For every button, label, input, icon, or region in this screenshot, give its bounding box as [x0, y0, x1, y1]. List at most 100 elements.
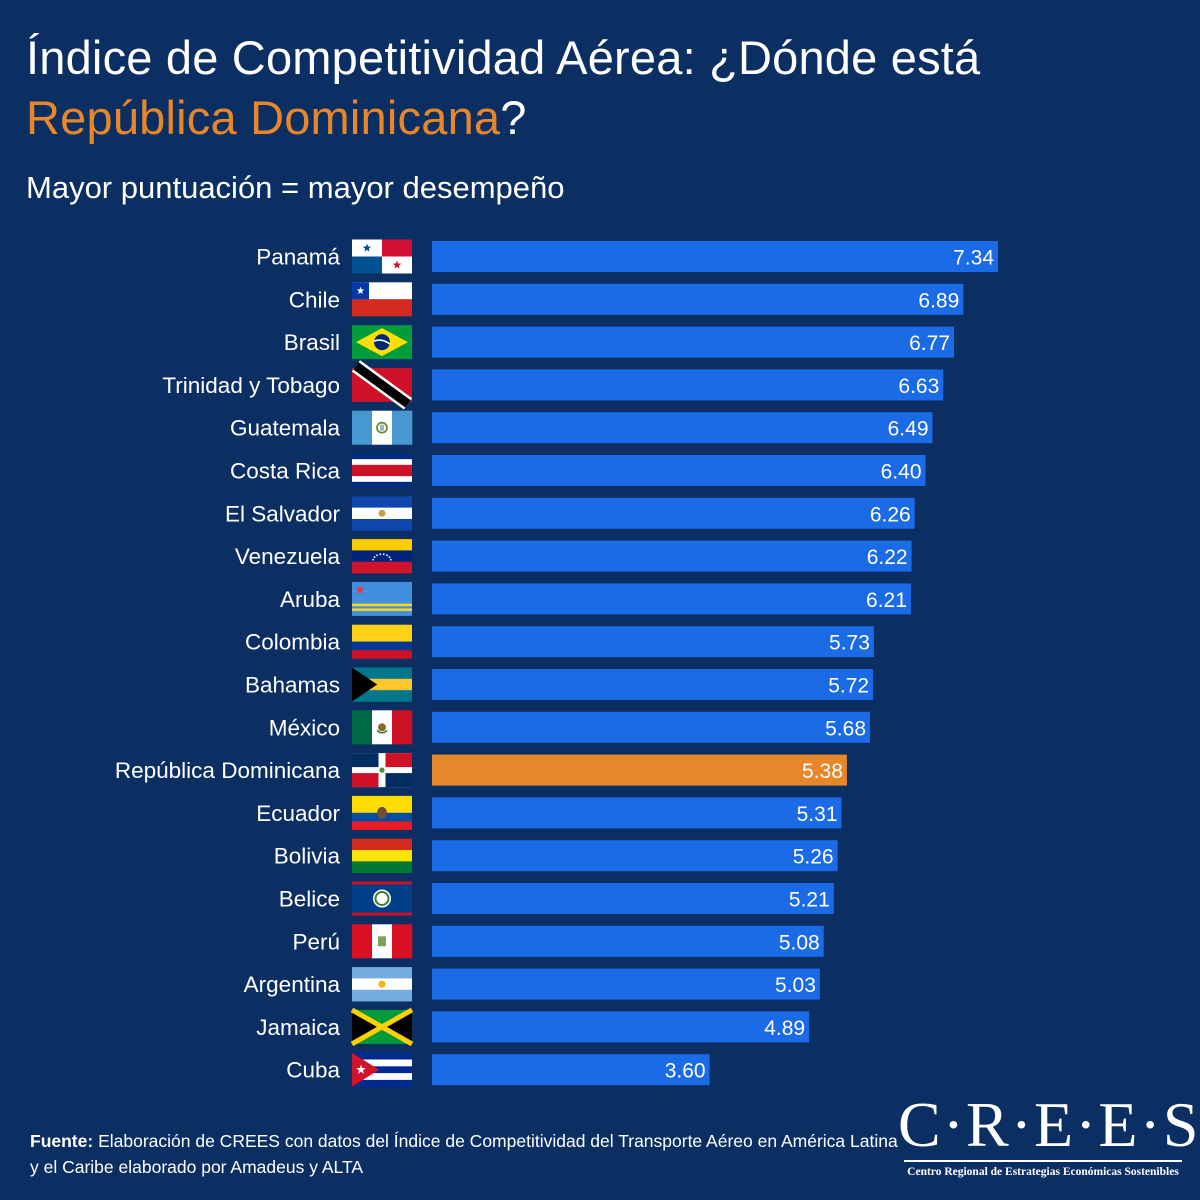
bar — [432, 925, 824, 957]
flag-bolivia-icon — [352, 838, 412, 873]
value-label: 5.31 — [797, 803, 838, 826]
source-text: Elaboración de CREES con datos del Índic… — [30, 1131, 898, 1177]
value-label: 3.60 — [665, 1060, 706, 1083]
bar — [432, 540, 912, 572]
value-label: 6.89 — [918, 289, 959, 312]
flag-cuba-icon — [352, 1052, 412, 1087]
value-label: 6.40 — [881, 461, 922, 484]
title-text: Índice de Competitividad Aérea: ¿Dónde e… — [26, 31, 981, 84]
value-label: 6.26 — [870, 503, 911, 526]
bar — [432, 326, 954, 358]
flag-costa-rica-icon — [352, 453, 412, 488]
bar-row-brasil: Brasil 6.77 — [284, 325, 954, 360]
bar-row-colombia: Colombia 5.73 — [245, 624, 874, 659]
category-label: Perú — [292, 929, 340, 954]
bar — [432, 369, 944, 401]
bar — [432, 883, 834, 914]
bar-row-bolivia: Bolivia 5.26 — [274, 838, 838, 873]
bar — [432, 412, 933, 444]
flag-panama-icon — [352, 239, 412, 274]
value-label: 6.21 — [866, 589, 907, 612]
category-label: Jamaica — [256, 1015, 340, 1040]
value-label: 5.68 — [825, 717, 866, 740]
chart-title: Índice de Competitividad Aérea: ¿Dónde e… — [26, 28, 1176, 148]
flag-argentina-icon — [352, 967, 412, 1002]
value-label: 5.03 — [775, 974, 816, 997]
source-note: Fuente: Elaboración de CREES con datos d… — [30, 1128, 900, 1180]
flag-ecuador-icon — [352, 795, 412, 830]
value-label: 5.21 — [789, 889, 830, 912]
value-label: 7.34 — [953, 247, 994, 270]
flag-jamaica-icon — [350, 1007, 414, 1047]
value-label: 5.38 — [802, 760, 843, 783]
bar-row-chile: Chile 6.89 — [289, 282, 964, 317]
logo-divider — [904, 1160, 1182, 1162]
bar — [432, 497, 915, 529]
flag-chile-icon — [352, 282, 412, 317]
value-label: 6.49 — [888, 418, 929, 441]
category-label: Venezuela — [235, 544, 341, 569]
bar-row-panama: Panamá 7.34 — [256, 239, 998, 274]
value-label: 6.77 — [909, 332, 950, 355]
category-label: Cuba — [286, 1058, 340, 1083]
flag-brasil-icon — [352, 325, 412, 360]
bar — [432, 669, 874, 700]
category-label: Brasil — [284, 330, 340, 355]
category-label: República Dominicana — [115, 758, 341, 783]
flag-el-salvador-icon — [352, 496, 412, 531]
bar-row-el-salvador: El Salvador 6.26 — [225, 496, 915, 531]
flag-belice-icon — [352, 881, 412, 916]
crees-logo: C·R·E·E·S Centro Regional de Estrategias… — [898, 1089, 1200, 1188]
bar-row-bahamas: Bahamas 5.72 — [245, 667, 874, 702]
category-label: Colombia — [245, 630, 341, 655]
category-label: Costa Rica — [230, 459, 341, 484]
value-label: 5.08 — [779, 931, 820, 954]
bar — [432, 455, 926, 486]
bar-highlight — [432, 754, 847, 786]
chart-subtitle: Mayor puntuación = mayor desempeño — [26, 170, 565, 205]
flag-bahamas-icon — [352, 667, 412, 702]
bar — [432, 1054, 710, 1086]
bar-row-aruba: Aruba 6.21 — [280, 581, 911, 616]
category-label: Chile — [289, 287, 340, 312]
bar — [432, 968, 820, 1000]
flag-republica-dominicana-icon — [352, 753, 412, 788]
logo-wordmark: C·R·E·E·S — [898, 1089, 1200, 1160]
bar-row-jamaica: Jamaica 4.89 — [256, 1007, 810, 1047]
bar-row-republica-dominicana: República Dominicana 5.38 — [115, 753, 847, 788]
value-label: 5.72 — [828, 675, 869, 698]
flag-aruba-icon — [352, 581, 412, 616]
category-label: Bolivia — [274, 844, 341, 869]
bar-row-ecuador: Ecuador 5.31 — [256, 795, 842, 830]
value-label: 5.73 — [829, 632, 870, 655]
title-highlight: República Dominicana — [26, 91, 501, 144]
bar-row-guatemala: Guatemala 6.49 — [230, 410, 933, 445]
category-label: Ecuador — [256, 801, 340, 826]
flag-venezuela-icon — [352, 539, 412, 574]
bar-row-peru: Perú 5.08 — [292, 924, 824, 959]
bar — [432, 241, 998, 272]
category-label: Panamá — [256, 245, 340, 270]
category-label: Argentina — [244, 972, 341, 997]
flag-trinidad-y-tobago-icon — [351, 360, 413, 410]
bar-row-belice: Belice 5.21 — [279, 881, 834, 916]
bar-row-mexico: México 5.68 — [269, 710, 870, 745]
bar-row-argentina: Argentina 5.03 — [244, 967, 820, 1002]
value-label: 6.63 — [898, 375, 939, 398]
value-label: 5.26 — [793, 846, 834, 869]
flag-mexico-icon — [352, 710, 413, 745]
value-label: 4.89 — [764, 1017, 805, 1040]
category-label: Trinidad y Tobago — [162, 373, 340, 398]
bar-row-cuba: Cuba 3.60 — [286, 1052, 710, 1087]
category-label: Aruba — [280, 587, 341, 612]
bar-row-trinidad-y-tobago: Trinidad y Tobago 6.63 — [162, 360, 944, 410]
bar — [432, 711, 870, 743]
value-label: 6.22 — [867, 546, 908, 569]
category-label: El Salvador — [225, 501, 341, 526]
category-label: México — [269, 715, 340, 740]
category-label: Bahamas — [245, 673, 340, 698]
flag-peru-icon — [352, 924, 413, 959]
bar — [432, 840, 838, 872]
title-end: ? — [500, 91, 527, 144]
flag-guatemala-icon — [352, 410, 413, 445]
